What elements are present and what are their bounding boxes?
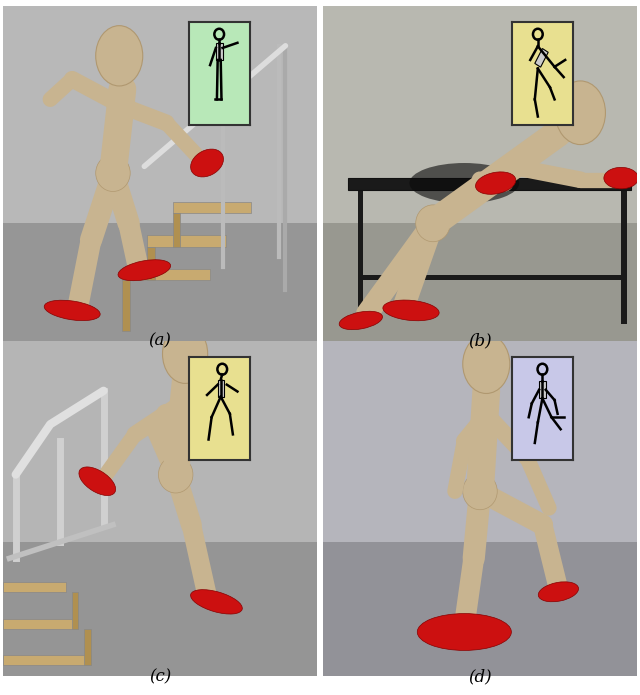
Bar xyxy=(3,619,79,629)
Bar xyxy=(173,213,180,247)
Ellipse shape xyxy=(538,582,579,602)
Circle shape xyxy=(463,473,497,509)
Ellipse shape xyxy=(191,149,223,177)
Bar xyxy=(539,382,546,398)
Ellipse shape xyxy=(118,260,171,281)
Circle shape xyxy=(416,205,450,242)
Bar xyxy=(621,190,627,324)
Ellipse shape xyxy=(604,167,638,189)
Circle shape xyxy=(159,456,193,493)
Bar xyxy=(147,247,156,280)
Text: (a): (a) xyxy=(148,333,172,350)
Bar xyxy=(173,202,251,213)
Ellipse shape xyxy=(96,26,143,86)
Ellipse shape xyxy=(417,614,511,651)
Ellipse shape xyxy=(339,311,383,329)
Ellipse shape xyxy=(476,172,516,195)
Text: (d): (d) xyxy=(468,669,492,685)
Bar xyxy=(358,190,364,324)
Bar xyxy=(218,379,225,397)
Ellipse shape xyxy=(191,589,243,614)
Bar xyxy=(216,43,223,60)
Bar xyxy=(3,6,317,223)
Ellipse shape xyxy=(163,325,207,384)
Bar xyxy=(3,582,66,591)
Ellipse shape xyxy=(79,467,116,496)
Bar xyxy=(147,235,226,247)
Bar xyxy=(3,341,317,541)
Bar xyxy=(3,655,91,666)
Ellipse shape xyxy=(463,334,510,393)
Ellipse shape xyxy=(556,81,605,145)
Bar xyxy=(323,541,637,676)
Bar xyxy=(323,223,637,341)
Bar xyxy=(358,275,621,280)
Bar xyxy=(323,341,637,541)
Bar xyxy=(3,541,317,676)
Text: (b): (b) xyxy=(468,333,492,350)
Bar xyxy=(84,629,91,666)
Bar xyxy=(323,6,637,223)
Bar xyxy=(122,280,130,331)
Bar xyxy=(122,268,210,280)
Ellipse shape xyxy=(410,163,519,203)
Circle shape xyxy=(96,154,130,192)
Bar xyxy=(3,223,317,341)
Ellipse shape xyxy=(383,300,439,321)
Text: (c): (c) xyxy=(149,669,171,685)
Ellipse shape xyxy=(44,300,100,320)
Bar xyxy=(535,49,548,67)
Bar xyxy=(348,178,630,190)
Bar xyxy=(72,591,79,629)
